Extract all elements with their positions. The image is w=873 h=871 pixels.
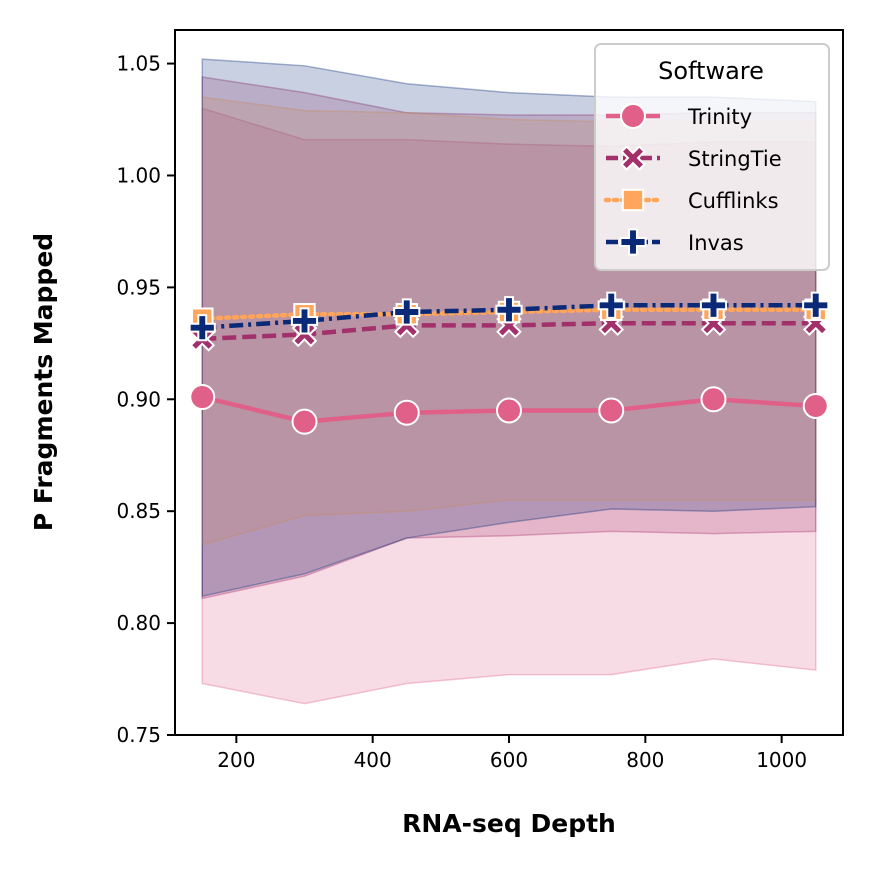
x-tick-label: 200 (217, 748, 255, 772)
legend-marker-invas (619, 228, 647, 256)
y-axis: 0.75 0.80 0.85 0.90 0.95 1.00 1.05 (116, 52, 175, 747)
y-axis-title: P Fragments Mapped (29, 233, 58, 531)
point-invas-750 (597, 291, 625, 319)
x-tick-label: 600 (490, 748, 528, 772)
point-trinity-600 (496, 397, 522, 424)
series-markers (188, 291, 830, 435)
y-tick-label: 0.95 (116, 275, 161, 299)
legend-label-trinity: Trinity (687, 105, 752, 129)
y-tick-label: 1.05 (116, 52, 161, 76)
x-tick-label: 1000 (756, 748, 807, 772)
x-axis-title: RNA-seq Depth (402, 809, 616, 838)
y-tick-label: 0.75 (116, 723, 161, 747)
point-trinity-900 (700, 386, 727, 413)
point-trinity-1050 (802, 393, 829, 419)
x-tick-label: 400 (354, 748, 392, 772)
legend-marker-trinity (620, 103, 646, 129)
x-axis: 200 400 600 800 1000 (217, 735, 807, 772)
y-tick-label: 0.90 (116, 387, 161, 411)
legend-marker-stringtie (620, 145, 646, 171)
point-trinity-300 (291, 408, 318, 435)
point-invas-900 (699, 291, 728, 319)
point-invas-600 (495, 296, 523, 324)
legend-entries: Trinity StringTie Cufflinks Invas (603, 103, 782, 256)
point-invas-1050 (802, 291, 830, 319)
point-invas-300 (290, 307, 319, 335)
x-tick-label: 800 (626, 748, 664, 772)
legend: Software Trinity StringTie Cufflinks Invas (594, 43, 830, 271)
y-tick-label: 0.85 (116, 499, 161, 523)
point-trinity-450 (393, 399, 420, 426)
point-trinity-750 (598, 397, 625, 424)
point-invas-150 (188, 314, 216, 342)
legend-label-cufflinks: Cufflinks (688, 189, 779, 213)
legend-title: Software (658, 57, 764, 85)
legend-marker-cufflinks (621, 188, 645, 212)
legend-box (594, 43, 830, 271)
legend-label-invas: Invas (688, 231, 744, 255)
y-tick-label: 0.80 (116, 611, 161, 635)
y-tick-label: 1.00 (116, 163, 161, 187)
point-trinity-150 (189, 384, 216, 411)
legend-label-stringtie: StringTie (688, 147, 782, 171)
point-invas-450 (393, 298, 421, 326)
